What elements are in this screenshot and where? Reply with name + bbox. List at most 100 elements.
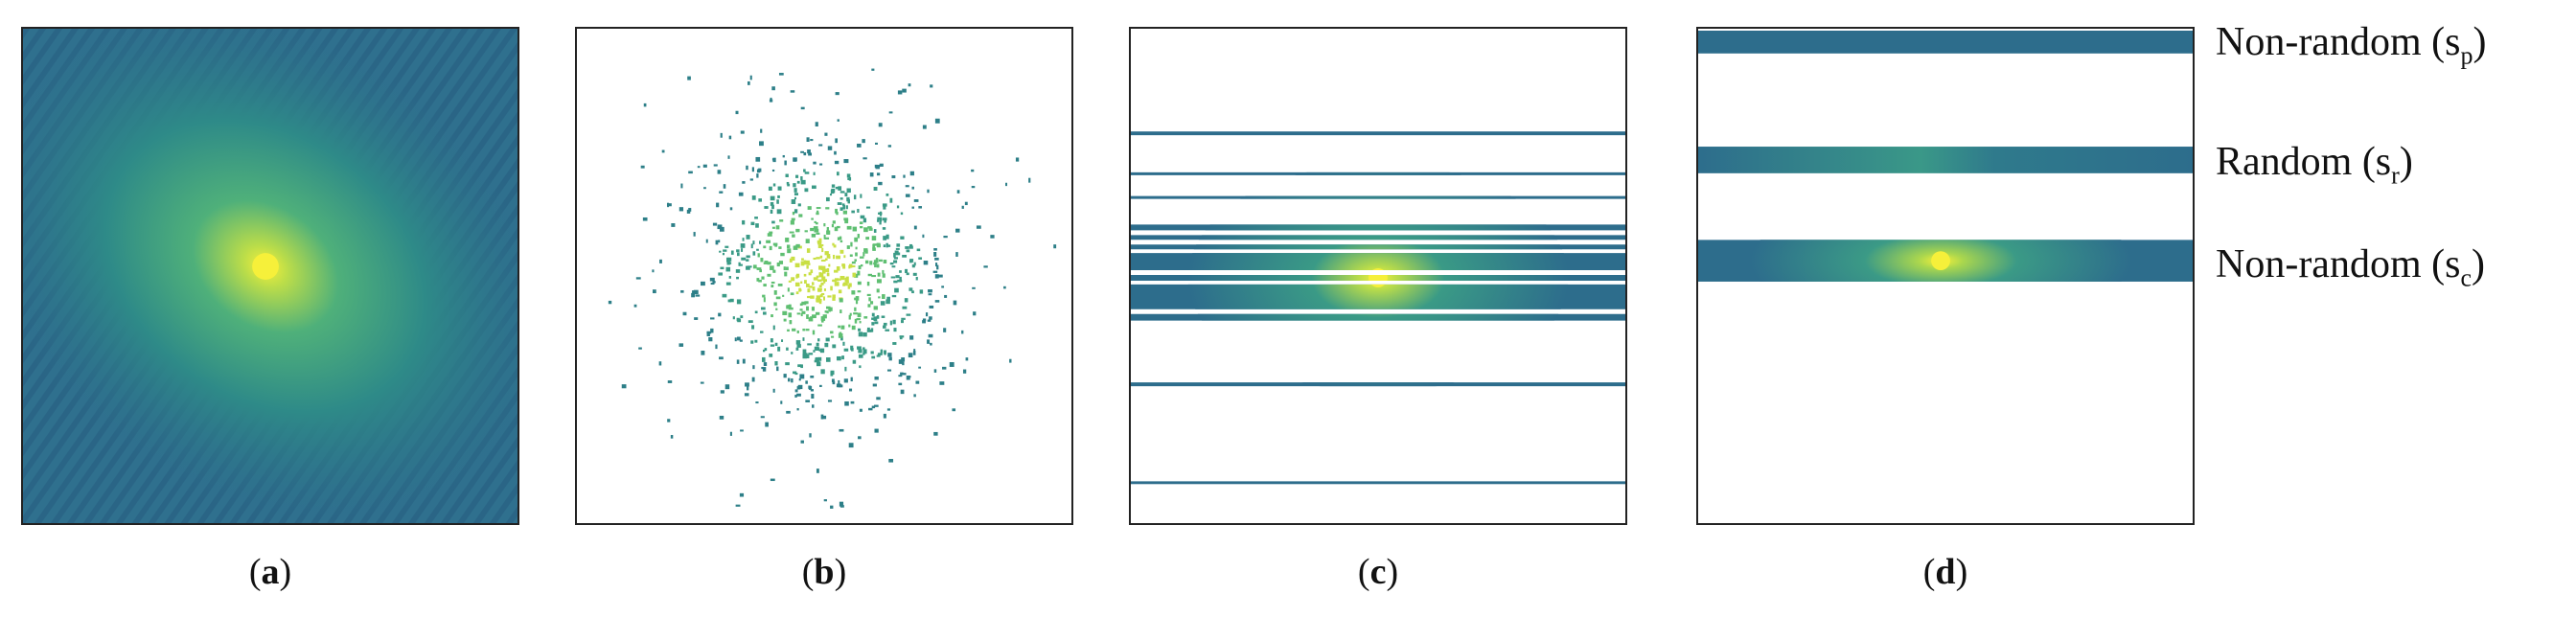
sample-point [893, 260, 898, 263]
sample-point [756, 248, 759, 251]
sample-point [781, 339, 784, 342]
sample-point [844, 366, 847, 372]
sample-point [900, 389, 905, 395]
sample-point [742, 219, 746, 225]
sample-point [876, 279, 882, 284]
sample-point [895, 275, 900, 279]
sample-point [755, 223, 759, 228]
sample-point [810, 139, 814, 142]
sample-point [1028, 177, 1031, 183]
sample-point [878, 123, 883, 127]
sample-point [860, 263, 863, 267]
sample-point [796, 408, 799, 411]
sample-point [832, 344, 837, 349]
sample-point [858, 354, 863, 358]
sample-point [882, 217, 887, 221]
sample-point [816, 287, 822, 290]
sample-point [717, 226, 722, 230]
sample-point [697, 166, 701, 169]
sample-point [927, 339, 931, 344]
sample-point [893, 252, 896, 258]
sample-point [927, 319, 932, 322]
sample-point [820, 414, 824, 420]
sample-point [746, 259, 749, 262]
sample-point [810, 375, 815, 378]
sample-point [807, 295, 811, 299]
sample-point [762, 349, 766, 353]
sample-point [815, 356, 819, 361]
sample-point [860, 215, 865, 219]
sample-point [720, 132, 723, 138]
sample-point [956, 190, 960, 194]
sample-point [723, 249, 727, 252]
sample-point [876, 243, 881, 248]
sample-point [831, 335, 835, 338]
sample-point [876, 288, 880, 293]
sample-point [750, 340, 754, 344]
sample-point [790, 90, 795, 93]
sample-point [944, 294, 948, 298]
sample-point [795, 243, 800, 248]
sample-point [719, 226, 724, 232]
sample-point [839, 278, 841, 281]
sample-point [886, 408, 891, 411]
sample-point [838, 332, 843, 338]
sample-point [712, 281, 716, 284]
sample-point [767, 233, 772, 237]
sample-point [722, 252, 725, 256]
sample-point [804, 230, 808, 233]
sample-point [769, 231, 773, 234]
sample-point [825, 196, 830, 202]
band-random-r [1698, 147, 2193, 173]
sample-point [838, 379, 840, 384]
sample-point [796, 330, 799, 333]
sample-point [773, 302, 777, 307]
band-non-random-c [1698, 240, 2193, 282]
sample-point [803, 169, 806, 172]
sample-point [837, 119, 840, 122]
sample-point [800, 281, 803, 284]
sample-point [819, 384, 822, 388]
sample-point [840, 249, 844, 254]
sample-point [633, 304, 637, 308]
sample-point [883, 322, 887, 326]
sample-point [824, 342, 829, 348]
sample-point [911, 206, 914, 209]
sample-point [815, 122, 818, 127]
sample-point [759, 141, 764, 147]
sample-point [905, 185, 909, 188]
sample-point [727, 155, 730, 159]
sample-point [933, 369, 937, 373]
sample-point [732, 316, 735, 320]
sample-point [770, 97, 772, 102]
sample-point [789, 320, 793, 325]
sample-point [816, 360, 819, 363]
sample-point [737, 252, 740, 257]
sample-point [850, 241, 853, 247]
sample-point [876, 354, 881, 357]
sample-point [787, 329, 790, 332]
sample-point [844, 193, 848, 197]
sample-point [837, 237, 840, 240]
sample-point [825, 337, 830, 342]
sample-point [854, 237, 859, 242]
sample-point [878, 212, 883, 215]
sample-point [915, 276, 918, 281]
sample-point [833, 244, 837, 248]
sample-point [860, 226, 863, 229]
sample-point [908, 287, 913, 291]
sample-point [938, 274, 943, 278]
sample-point [833, 254, 836, 260]
sample-point [874, 263, 877, 268]
sample-point [791, 277, 795, 282]
sample-point [824, 268, 829, 273]
sample-point [786, 347, 789, 351]
sample-point [706, 331, 710, 337]
sample-point [850, 377, 853, 382]
sample-point [893, 328, 897, 332]
sample-point [770, 201, 774, 206]
sample-point [816, 361, 821, 367]
sample-point [903, 174, 906, 178]
sample-point [794, 373, 798, 376]
sample-point [902, 88, 907, 93]
